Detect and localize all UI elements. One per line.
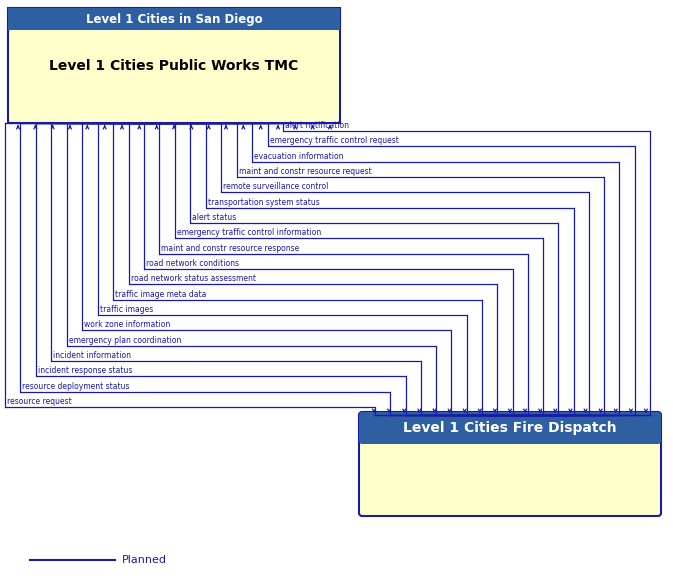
FancyBboxPatch shape — [359, 412, 661, 444]
Text: resource deployment status: resource deployment status — [22, 382, 130, 391]
Text: Level 1 Cities Fire Dispatch: Level 1 Cities Fire Dispatch — [403, 421, 617, 435]
Text: alert status: alert status — [192, 213, 237, 222]
Text: road network conditions: road network conditions — [146, 259, 239, 268]
FancyBboxPatch shape — [8, 8, 340, 30]
Text: transportation system status: transportation system status — [208, 198, 320, 207]
Text: traffic image meta data: traffic image meta data — [115, 289, 207, 299]
Text: emergency traffic control request: emergency traffic control request — [270, 136, 398, 146]
Text: incident response status: incident response status — [38, 366, 133, 375]
Text: evacuation information: evacuation information — [254, 151, 344, 161]
Text: Level 1 Cities Public Works TMC: Level 1 Cities Public Works TMC — [49, 59, 299, 73]
Text: emergency traffic control information: emergency traffic control information — [177, 228, 321, 237]
Text: work zone information: work zone information — [84, 321, 170, 329]
Text: maint and constr resource request: maint and constr resource request — [239, 167, 371, 176]
Text: maint and constr resource response: maint and constr resource response — [162, 244, 299, 252]
Text: emergency plan coordination: emergency plan coordination — [69, 336, 181, 345]
Text: resource request: resource request — [7, 397, 72, 406]
Text: Planned: Planned — [122, 555, 167, 565]
FancyBboxPatch shape — [8, 8, 340, 123]
Text: traffic images: traffic images — [100, 305, 153, 314]
FancyBboxPatch shape — [359, 412, 661, 516]
Text: alert notification: alert notification — [285, 121, 349, 130]
Text: road network status assessment: road network status assessment — [131, 274, 256, 284]
Text: remote surveillance control: remote surveillance control — [223, 183, 328, 191]
Text: incident information: incident information — [53, 351, 131, 360]
Text: Level 1 Cities in San Diego: Level 1 Cities in San Diego — [85, 12, 262, 25]
